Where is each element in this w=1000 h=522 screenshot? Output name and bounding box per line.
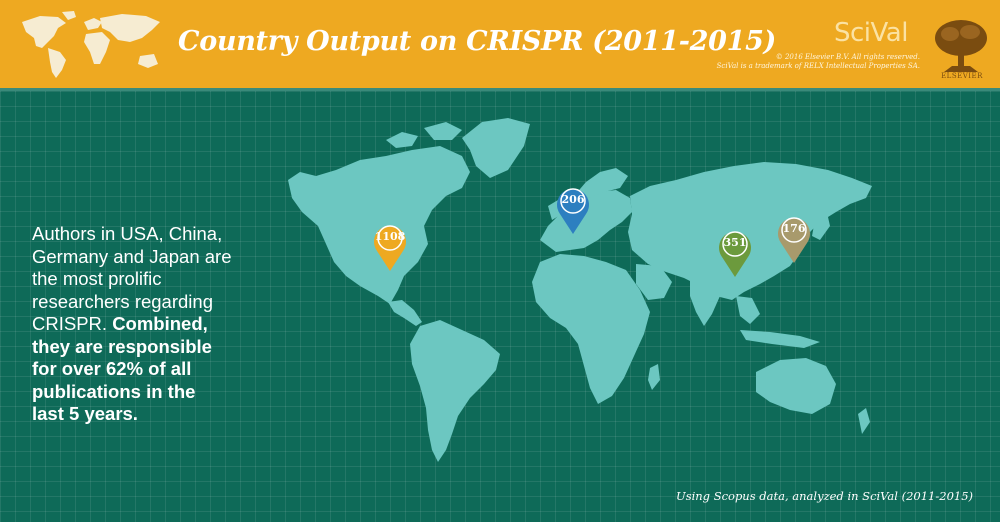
- central-america: [388, 300, 422, 326]
- summary-bold: Combined, they are responsible for over …: [32, 313, 212, 424]
- canadian-islands-2: [424, 122, 462, 140]
- canadian-islands: [386, 132, 418, 148]
- arabia: [636, 264, 672, 300]
- madagascar: [648, 364, 660, 390]
- world-map-icon: [22, 11, 160, 78]
- africa: [532, 254, 650, 404]
- new-zealand: [858, 408, 870, 434]
- north-america: [288, 146, 470, 304]
- source-note: Using Scopus data, analyzed in SciVal (2…: [676, 489, 974, 503]
- map-pin-icon: [374, 225, 406, 271]
- pin-value: 206: [561, 193, 585, 206]
- south-america: [410, 320, 500, 462]
- copyright-line: © 2016 Elsevier B.V. All rights reserved…: [775, 53, 920, 61]
- greenland: [462, 118, 530, 178]
- map-pin-icon: [557, 188, 589, 234]
- trademark-line: SciVal is a trademark of RELX Intellectu…: [716, 62, 920, 70]
- elsevier-wordmark: ELSEVIER: [941, 72, 983, 80]
- europe: [540, 190, 632, 252]
- scandinavia: [574, 168, 628, 198]
- pin-germany: 206: [554, 183, 592, 235]
- india: [690, 280, 720, 326]
- southeast-asia: [736, 296, 760, 324]
- header-bar: Country Output on CRISPR (2011-2015) Sci…: [0, 0, 1000, 88]
- page-title: Country Output on CRISPR (2011-2015): [178, 26, 777, 57]
- pin-value: 351: [723, 236, 747, 249]
- summary-text: Authors in USA, China, Germany and Japan…: [32, 223, 232, 426]
- pin-japan: 176: [775, 212, 813, 264]
- japan: [812, 208, 830, 240]
- map-pin-icon: [719, 231, 751, 277]
- summary-plain: Authors in USA, China, Germany and Japan…: [32, 223, 232, 334]
- pin-value: 1108: [374, 230, 406, 243]
- pin-china: 351: [716, 226, 754, 278]
- pin-value: 176: [782, 222, 806, 235]
- indonesia: [740, 330, 820, 348]
- australia: [756, 358, 836, 414]
- copyright-notice: © 2016 Elsevier B.V. All rights reserved…: [717, 53, 920, 71]
- elsevier-tree-logo: [930, 16, 992, 74]
- asia: [628, 162, 872, 300]
- header-divider: [0, 88, 1000, 91]
- scival-logo: SciVal: [834, 18, 908, 48]
- map-pin-icon: [778, 217, 810, 263]
- pin-usa: 1108: [371, 220, 409, 272]
